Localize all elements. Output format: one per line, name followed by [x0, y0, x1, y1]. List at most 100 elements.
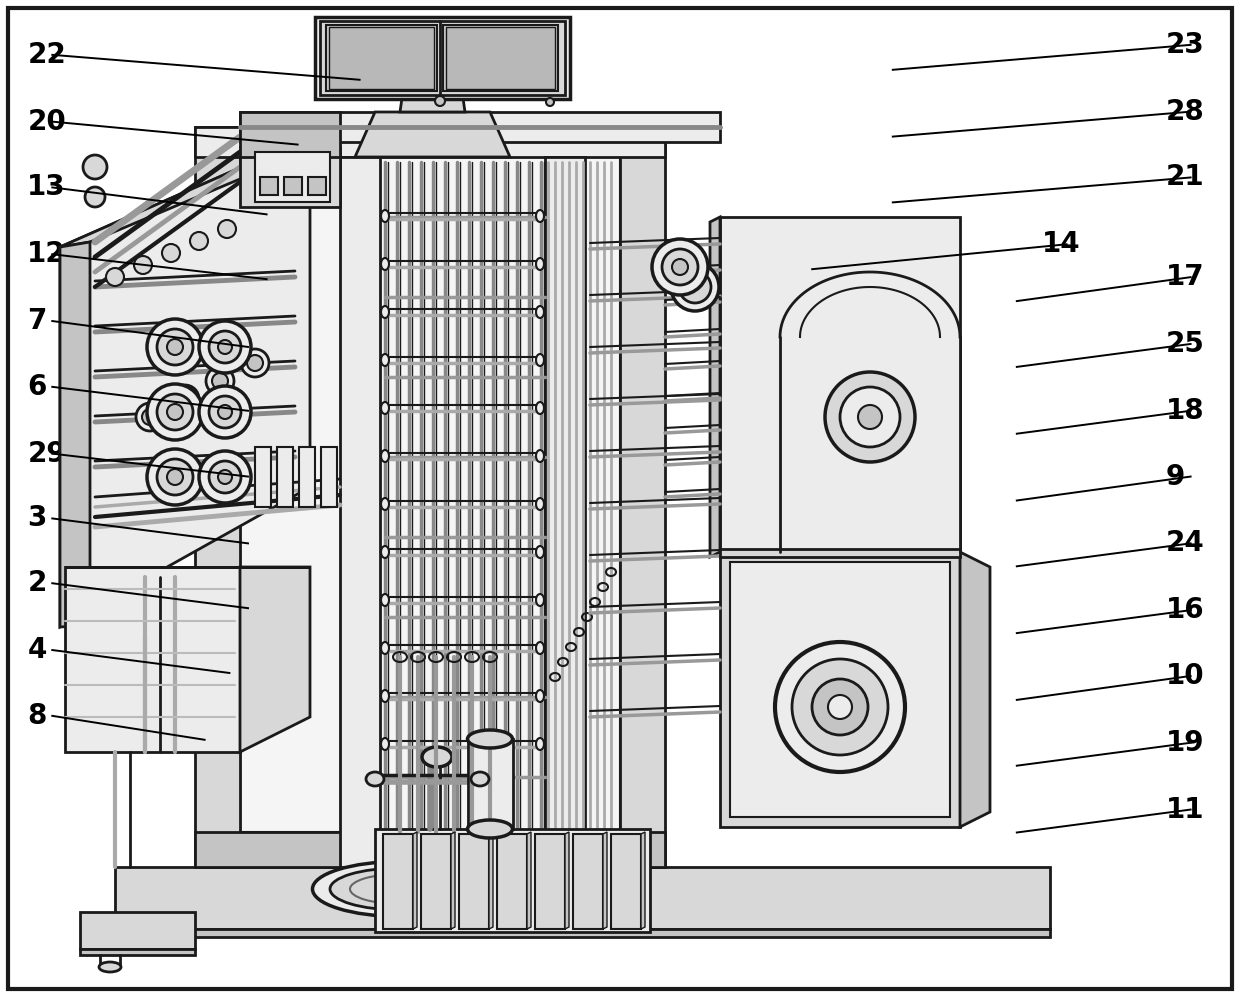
Circle shape — [839, 387, 900, 447]
Ellipse shape — [330, 868, 470, 910]
Ellipse shape — [467, 820, 512, 838]
Text: 9: 9 — [1166, 463, 1185, 491]
Circle shape — [218, 405, 232, 419]
Ellipse shape — [471, 772, 489, 786]
Text: 11: 11 — [1166, 796, 1204, 824]
Circle shape — [680, 271, 711, 303]
Circle shape — [206, 367, 234, 395]
Polygon shape — [620, 127, 665, 867]
Polygon shape — [241, 147, 340, 207]
Polygon shape — [422, 834, 451, 929]
Ellipse shape — [422, 747, 453, 767]
Circle shape — [86, 187, 105, 207]
Ellipse shape — [381, 354, 389, 366]
Ellipse shape — [536, 498, 544, 510]
Ellipse shape — [381, 690, 389, 702]
Text: 12: 12 — [27, 240, 66, 268]
Circle shape — [198, 321, 250, 373]
Text: 3: 3 — [27, 504, 47, 532]
Circle shape — [167, 339, 184, 355]
Circle shape — [218, 340, 232, 354]
Circle shape — [198, 386, 250, 438]
Polygon shape — [546, 157, 585, 867]
Circle shape — [83, 155, 107, 179]
Ellipse shape — [312, 861, 487, 916]
Polygon shape — [565, 832, 569, 929]
Ellipse shape — [366, 772, 384, 786]
Ellipse shape — [381, 642, 389, 654]
Ellipse shape — [381, 450, 389, 462]
Ellipse shape — [536, 258, 544, 270]
Circle shape — [162, 244, 180, 262]
Polygon shape — [60, 137, 340, 247]
Polygon shape — [64, 567, 241, 752]
Text: 13: 13 — [27, 173, 66, 201]
Circle shape — [167, 469, 184, 485]
Text: 8: 8 — [27, 702, 47, 730]
Polygon shape — [60, 137, 310, 627]
Polygon shape — [241, 157, 620, 832]
Circle shape — [210, 461, 241, 493]
Ellipse shape — [381, 594, 389, 606]
Circle shape — [858, 405, 882, 429]
Circle shape — [148, 384, 203, 440]
Circle shape — [825, 372, 915, 462]
Circle shape — [210, 331, 241, 363]
Polygon shape — [401, 77, 465, 112]
Circle shape — [148, 449, 203, 505]
Polygon shape — [355, 112, 510, 157]
Ellipse shape — [381, 546, 389, 558]
Circle shape — [546, 98, 554, 106]
Polygon shape — [446, 27, 556, 89]
Text: 28: 28 — [1166, 98, 1204, 126]
Circle shape — [218, 470, 232, 484]
Polygon shape — [459, 834, 489, 929]
Polygon shape — [81, 949, 195, 955]
Ellipse shape — [536, 690, 544, 702]
Bar — [308, 177, 326, 195]
Ellipse shape — [536, 402, 544, 414]
Bar — [321, 447, 337, 507]
Text: 10: 10 — [1166, 662, 1204, 690]
Polygon shape — [340, 157, 379, 867]
Text: 2: 2 — [27, 569, 47, 597]
Bar — [284, 177, 303, 195]
Polygon shape — [195, 832, 665, 867]
Circle shape — [134, 256, 153, 274]
Polygon shape — [315, 17, 570, 99]
Circle shape — [652, 239, 708, 295]
Circle shape — [672, 259, 688, 275]
Polygon shape — [81, 912, 195, 949]
Polygon shape — [195, 127, 665, 157]
Circle shape — [812, 679, 868, 735]
Circle shape — [198, 451, 250, 503]
Circle shape — [157, 329, 193, 365]
Circle shape — [212, 373, 228, 389]
Ellipse shape — [381, 258, 389, 270]
Polygon shape — [255, 152, 330, 202]
Polygon shape — [641, 832, 645, 929]
Polygon shape — [711, 217, 720, 557]
Circle shape — [792, 659, 888, 755]
Polygon shape — [489, 832, 494, 929]
Bar — [277, 447, 293, 507]
Circle shape — [662, 249, 698, 285]
Polygon shape — [320, 21, 565, 95]
Polygon shape — [115, 867, 1050, 929]
Polygon shape — [60, 242, 91, 627]
Circle shape — [136, 403, 164, 431]
Circle shape — [828, 695, 852, 719]
Circle shape — [167, 404, 184, 420]
Text: 6: 6 — [27, 373, 47, 401]
Circle shape — [218, 220, 236, 238]
Circle shape — [241, 349, 269, 377]
Text: 25: 25 — [1166, 330, 1204, 358]
Text: 19: 19 — [1166, 729, 1204, 757]
Text: 7: 7 — [27, 307, 47, 335]
Ellipse shape — [99, 962, 122, 972]
Circle shape — [210, 396, 241, 428]
Text: 29: 29 — [27, 440, 66, 468]
Polygon shape — [326, 25, 436, 91]
Polygon shape — [497, 834, 527, 929]
Text: 22: 22 — [27, 41, 66, 69]
